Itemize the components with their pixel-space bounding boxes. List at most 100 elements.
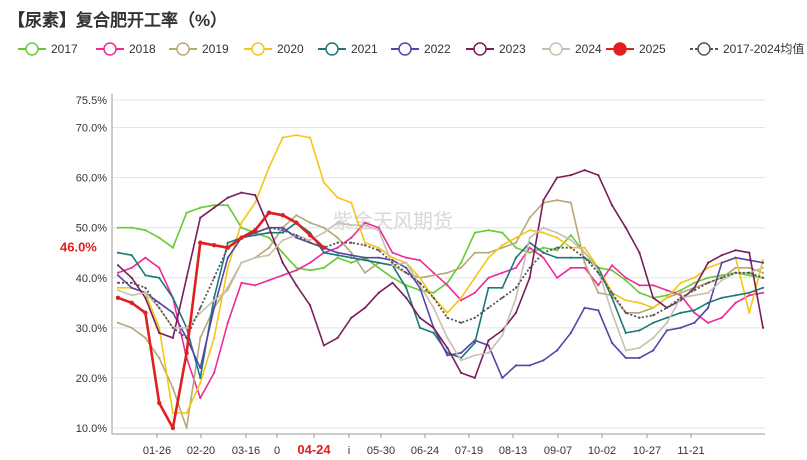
legend-item-2020[interactable]: 2020 bbox=[244, 42, 304, 56]
data-point bbox=[583, 251, 586, 254]
data-point bbox=[199, 306, 202, 309]
legend-item-2017-2024[interactable]: 2017-2024均值 bbox=[690, 41, 804, 56]
data-point bbox=[226, 266, 229, 269]
data-point bbox=[446, 336, 449, 339]
data-point bbox=[707, 291, 710, 294]
x-tick-label: 08-13 bbox=[499, 445, 527, 457]
data-point bbox=[761, 291, 765, 294]
data-point bbox=[473, 291, 476, 294]
data-point bbox=[638, 329, 641, 332]
data-point bbox=[144, 336, 147, 339]
data-point bbox=[761, 271, 765, 274]
data-point bbox=[597, 309, 600, 312]
data-point bbox=[130, 276, 133, 279]
legend-item-2017[interactable]: 2017 bbox=[18, 42, 78, 56]
data-point bbox=[336, 221, 339, 224]
data-point bbox=[143, 310, 148, 315]
data-point bbox=[199, 376, 202, 379]
data-point bbox=[693, 276, 696, 279]
data-point bbox=[487, 306, 490, 309]
legend-marker bbox=[176, 42, 190, 56]
data-point bbox=[501, 286, 504, 289]
legend: 2017 2018 2019 2020 2021 2022 2023 2024 2025 2017… bbox=[18, 41, 804, 56]
legend-item-2025[interactable]: 2025 bbox=[606, 42, 666, 56]
legend-marker bbox=[549, 42, 563, 56]
series-line bbox=[117, 199, 764, 429]
data-point bbox=[226, 204, 229, 207]
data-point bbox=[693, 311, 696, 314]
data-point bbox=[679, 296, 682, 299]
data-point bbox=[170, 425, 176, 431]
data-point bbox=[116, 264, 120, 267]
data-point bbox=[748, 271, 751, 274]
data-point bbox=[679, 294, 682, 297]
data-point bbox=[473, 316, 476, 319]
data-point bbox=[638, 311, 641, 314]
data-point bbox=[213, 371, 216, 374]
data-point bbox=[501, 376, 504, 379]
value-labels: 46.0% bbox=[60, 240, 97, 255]
data-point bbox=[321, 245, 327, 250]
legend-item-2024[interactable]: 2024 bbox=[542, 42, 602, 56]
data-point bbox=[171, 296, 174, 299]
data-point bbox=[336, 236, 339, 239]
legend-label: 2017-2024均值 bbox=[723, 41, 804, 56]
data-point bbox=[583, 266, 586, 269]
data-point bbox=[583, 246, 586, 249]
data-point bbox=[556, 176, 559, 179]
legend-item-2022[interactable]: 2022 bbox=[391, 42, 451, 56]
data-point bbox=[652, 314, 655, 317]
data-point bbox=[665, 306, 669, 309]
legend-label: 2024 bbox=[575, 42, 602, 56]
data-point bbox=[254, 194, 257, 197]
data-point bbox=[226, 196, 229, 199]
data-point bbox=[542, 246, 545, 249]
data-point bbox=[528, 364, 531, 367]
x-tick-label: 01-26 bbox=[143, 445, 171, 457]
data-point bbox=[213, 336, 216, 339]
data-point bbox=[501, 334, 504, 337]
data-point bbox=[363, 271, 367, 274]
data-point bbox=[294, 220, 299, 225]
data-point bbox=[761, 261, 765, 264]
data-point bbox=[130, 281, 133, 284]
legend-item-2023[interactable]: 2023 bbox=[466, 42, 526, 56]
legend-item-2018[interactable]: 2018 bbox=[96, 42, 156, 56]
data-point bbox=[514, 311, 518, 314]
y-tick-label: 75.5% bbox=[76, 95, 107, 107]
data-point bbox=[377, 226, 380, 229]
data-point bbox=[158, 236, 161, 239]
data-point bbox=[240, 281, 243, 284]
data-point bbox=[336, 336, 339, 339]
data-point bbox=[171, 326, 174, 329]
data-point bbox=[185, 211, 188, 214]
data-point bbox=[638, 316, 641, 319]
data-point bbox=[720, 296, 723, 299]
data-point bbox=[624, 299, 627, 302]
data-point bbox=[707, 261, 710, 264]
data-point bbox=[432, 274, 435, 277]
data-point bbox=[446, 281, 449, 284]
data-point bbox=[597, 271, 600, 274]
data-point bbox=[569, 246, 573, 249]
data-point bbox=[295, 284, 298, 287]
data-point bbox=[748, 266, 751, 269]
data-point bbox=[556, 246, 559, 249]
data-point bbox=[350, 316, 353, 319]
legend-item-2021[interactable]: 2021 bbox=[318, 42, 378, 56]
data-point bbox=[501, 296, 504, 299]
data-point bbox=[254, 201, 257, 204]
legend-item-2019[interactable]: 2019 bbox=[169, 42, 229, 56]
data-point bbox=[418, 281, 421, 284]
data-point bbox=[652, 306, 655, 309]
data-point bbox=[213, 206, 216, 209]
data-point bbox=[391, 251, 394, 254]
data-point bbox=[460, 261, 463, 264]
data-point bbox=[267, 236, 271, 239]
data-point bbox=[116, 289, 120, 292]
data-point bbox=[446, 311, 449, 314]
data-point bbox=[309, 261, 312, 264]
data-point bbox=[391, 256, 394, 259]
data-point bbox=[129, 300, 134, 305]
data-point bbox=[707, 306, 710, 309]
